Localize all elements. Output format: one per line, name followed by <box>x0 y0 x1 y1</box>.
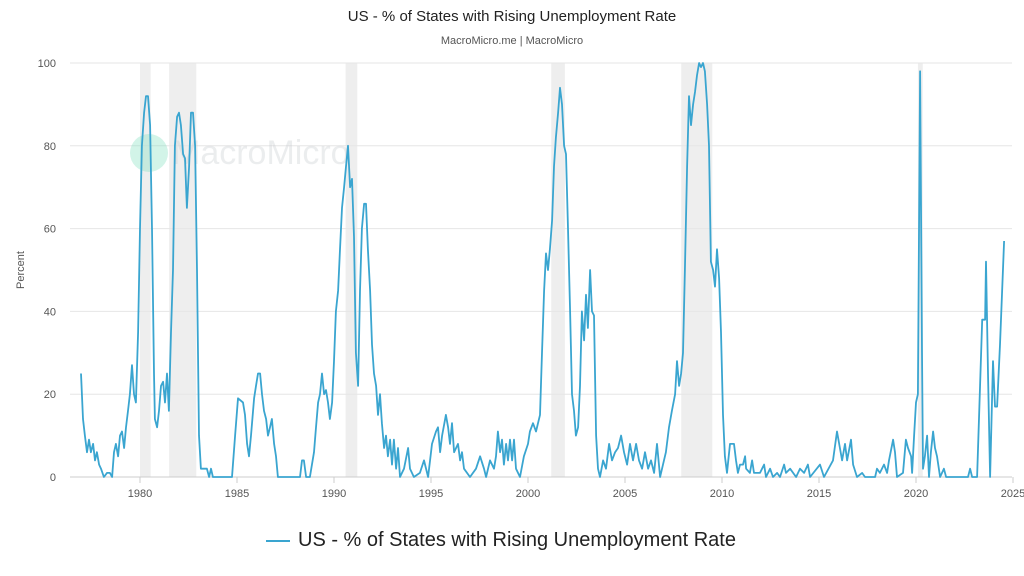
x-tick-label: 2020 <box>904 488 928 500</box>
x-tick-label: 1985 <box>225 488 249 500</box>
x-tick-label: 1980 <box>128 488 152 500</box>
x-tick-label: 1995 <box>419 488 443 500</box>
y-tick-label: 0 <box>50 472 56 484</box>
recession-band <box>140 63 151 477</box>
y-tick-label: 80 <box>44 141 56 153</box>
y-tick-label: 40 <box>44 306 56 318</box>
watermark-text: MacroMicro <box>172 134 350 172</box>
recession-band <box>345 63 358 477</box>
recession-band <box>681 63 713 477</box>
x-tick-label: 2010 <box>710 488 734 500</box>
y-axis-label: Percent <box>15 251 27 289</box>
watermark-logo: MacroMicro <box>130 134 350 172</box>
watermark-logo-icon <box>130 134 168 172</box>
x-tick-label: 1990 <box>322 488 346 500</box>
y-tick-label: 20 <box>44 389 56 401</box>
legend[interactable]: US - % of States with Rising Unemploymen… <box>266 529 736 552</box>
x-tick-label: 2000 <box>516 488 540 500</box>
x-tick-label: 2015 <box>807 488 831 500</box>
chart-subtitle: MacroMicro.me | MacroMicro <box>440 35 584 47</box>
x-tick-label: 2005 <box>613 488 637 500</box>
recession-band <box>917 63 923 477</box>
y-tick-label: 100 <box>38 58 56 70</box>
x-tick-label: 2025 <box>1001 488 1024 500</box>
series-line <box>80 62 1005 478</box>
legend-label: US - % of States with Rising Unemploymen… <box>298 529 736 551</box>
legend-swatch <box>266 539 290 542</box>
y-tick-label: 60 <box>44 224 56 236</box>
chart-title: US - % of States with Rising Unemploymen… <box>347 8 677 25</box>
